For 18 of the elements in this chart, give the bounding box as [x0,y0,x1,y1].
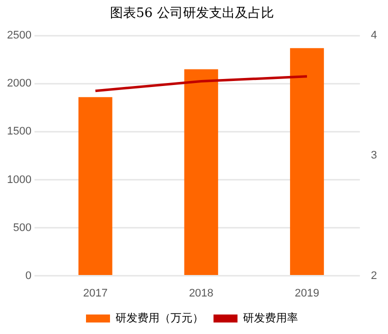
legend-label: 研发费用（万元） [116,311,204,324]
y2-tick-label: 3 [370,150,378,162]
chart-title: 图表56 公司研发支出及占比 [110,6,274,22]
y-tick-label: 500 [13,222,32,234]
bar [184,69,218,276]
legend-label: 研发费用率 [243,311,298,324]
bar [78,97,112,276]
y2-tick-label: 4 [370,30,378,42]
y-tick-label: 0 [25,270,32,282]
y-tick-label: 1000 [6,174,32,186]
x-tick-label: 2017 [83,287,108,300]
y2-tick-label: 2 [370,270,378,282]
bar [290,48,324,276]
x-tick-label: 2018 [188,287,214,300]
x-tick-label: 2019 [294,287,320,300]
y-tick-label: 2000 [6,78,32,90]
y-tick-label: 1500 [6,126,32,138]
y-tick-label: 2500 [6,30,32,42]
